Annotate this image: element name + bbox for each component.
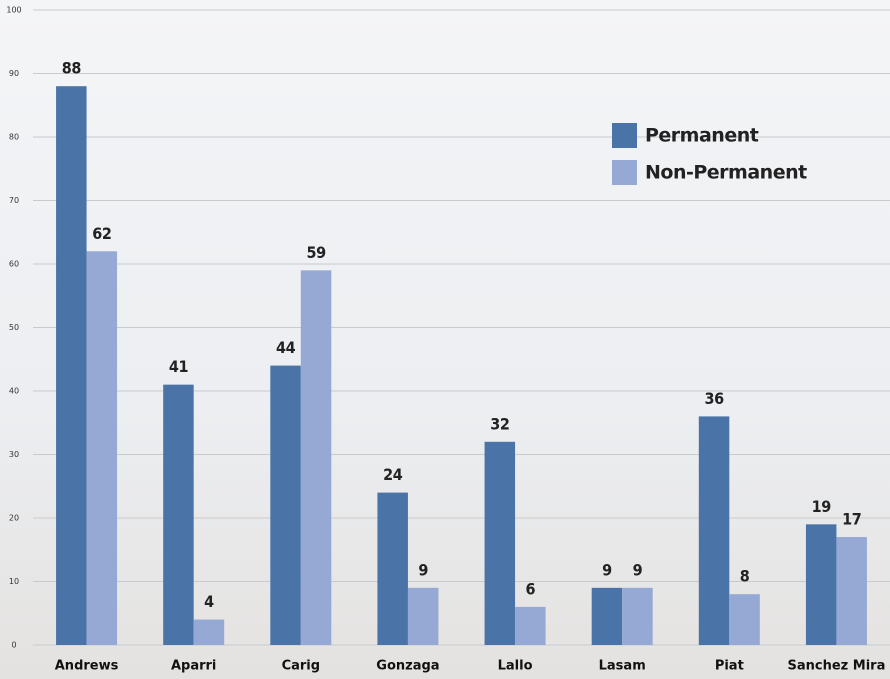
data-label: 8 <box>740 567 750 586</box>
legend-label: Non-Permanent <box>645 162 807 184</box>
x-tick-label: Carig <box>282 659 321 674</box>
y-tick-label: 30 <box>9 450 19 459</box>
data-label: 6 <box>526 579 536 598</box>
bar <box>515 606 546 645</box>
bar <box>836 537 867 645</box>
y-tick-label: 50 <box>9 323 19 332</box>
bar <box>163 384 194 645</box>
y-tick-label: 60 <box>9 260 19 269</box>
data-label: 19 <box>812 497 832 516</box>
data-label: 4 <box>204 592 214 611</box>
y-tick-label: 10 <box>9 577 19 586</box>
bar <box>805 524 837 645</box>
bar <box>86 251 118 646</box>
x-tick-label: Gonzaga <box>376 659 439 674</box>
bar <box>407 587 439 645</box>
data-label: 88 <box>62 59 82 78</box>
bar <box>729 594 760 645</box>
y-tick-label: 0 <box>11 641 16 650</box>
bar <box>591 587 623 645</box>
x-tick-label: Sanchez Mira <box>788 659 886 674</box>
bar <box>270 365 301 645</box>
x-tick-label: Lasam <box>599 659 646 674</box>
bar <box>300 270 332 645</box>
data-label: 9 <box>633 560 643 579</box>
data-label: 32 <box>490 414 509 433</box>
bar <box>484 441 516 645</box>
x-tick-label: Andrews <box>55 659 119 674</box>
bar <box>622 587 653 645</box>
y-tick-label: 40 <box>9 387 19 396</box>
data-label: 36 <box>705 389 725 408</box>
y-tick-label: 20 <box>9 514 19 523</box>
bar <box>193 619 225 645</box>
y-tick-label: 90 <box>9 69 19 78</box>
bar <box>377 492 408 645</box>
data-label: 59 <box>307 243 327 262</box>
data-label: 44 <box>276 338 296 357</box>
bar <box>56 86 87 645</box>
legend-swatch <box>612 160 637 185</box>
data-label: 17 <box>842 510 861 529</box>
legend-swatch <box>612 123 637 148</box>
data-label: 62 <box>92 224 111 243</box>
data-label: 9 <box>602 560 612 579</box>
data-label: 24 <box>383 465 403 484</box>
legend-label: Permanent <box>645 125 759 147</box>
bar <box>698 416 730 645</box>
y-tick-label: 80 <box>9 133 19 142</box>
data-label: 9 <box>418 560 428 579</box>
x-tick-label: Piat <box>715 659 744 674</box>
x-tick-label: Aparri <box>171 659 216 674</box>
y-tick-label: 100 <box>6 6 21 15</box>
x-tick-label: Lallo <box>498 659 533 674</box>
data-label: 41 <box>169 357 189 376</box>
y-tick-label: 70 <box>9 196 19 205</box>
